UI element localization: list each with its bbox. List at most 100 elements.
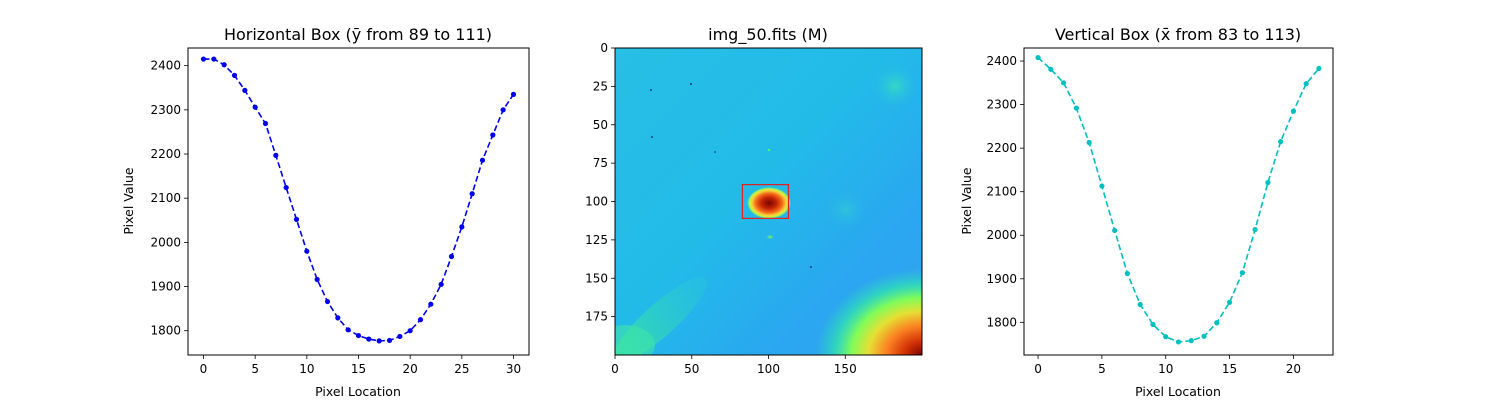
left-y-tick-label: 1900 <box>150 280 181 294</box>
left-data-point <box>500 107 506 113</box>
left-y-tick-label: 2000 <box>150 235 181 249</box>
image-title: img_50.fits (M) <box>708 25 828 45</box>
right-data-point <box>1112 227 1118 234</box>
right-data-point <box>1303 81 1309 87</box>
left-x-tick-label: 25 <box>454 362 469 376</box>
right-y-tick-label: 2400 <box>986 54 1017 68</box>
image-x-tick-label: 0 <box>611 362 619 376</box>
left-y-tick-label: 2400 <box>150 59 181 73</box>
left-data-point <box>428 301 434 307</box>
left-data-point <box>510 91 517 97</box>
image-y-tick-label: 125 <box>585 233 608 247</box>
left-data-point <box>231 72 238 78</box>
image-y-tick-label: 0 <box>600 41 608 55</box>
left-x-tick-label: 0 <box>200 362 208 376</box>
right-x-ticks: 0 5 10 15 20 <box>1034 355 1301 376</box>
left-data-point <box>459 224 465 230</box>
right-x-tick-label: 0 <box>1034 362 1042 376</box>
left-data-point <box>386 337 393 344</box>
left-plot-title: Horizontal Box (ȳ from 89 to 111) <box>224 25 492 44</box>
left-x-tick-label: 10 <box>299 362 314 376</box>
right-x-tick-label: 20 <box>1286 362 1301 376</box>
left-y-tick-label: 2300 <box>150 103 181 117</box>
right-x-tick-label: 10 <box>1158 362 1173 376</box>
image-y-tick-label: 150 <box>585 271 608 285</box>
right-data-point <box>1048 66 1054 72</box>
right-data-point <box>1214 320 1220 326</box>
right-data-point <box>1239 270 1245 276</box>
left-data-point <box>242 87 248 94</box>
right-data-point <box>1163 334 1169 340</box>
left-data-point <box>417 317 424 323</box>
right-y-tick-label: 1900 <box>986 272 1017 286</box>
left-x-tick-label: 5 <box>251 362 259 376</box>
right-data-point <box>1137 301 1143 308</box>
left-y-tick-label: 2200 <box>150 147 181 161</box>
left-y-tick-label: 1800 <box>150 324 181 338</box>
vertical-box-plot: Vertical Box (x̄ from 83 to 113) 0 5 10 15 2… <box>959 25 1334 399</box>
left-series <box>200 56 517 344</box>
left-data-point <box>407 328 413 334</box>
left-data-point <box>397 333 403 340</box>
right-y-tick-label: 2100 <box>986 185 1017 199</box>
right-data-point <box>1124 270 1131 277</box>
right-data-point <box>1175 339 1182 345</box>
right-data-point <box>1226 299 1233 305</box>
image-x-ticks: 0 50 100 150 <box>611 355 857 376</box>
right-data-point <box>1073 105 1079 111</box>
right-data-point <box>1265 179 1271 186</box>
left-y-tick-label: 2100 <box>150 191 181 205</box>
left-data-point <box>324 298 331 305</box>
left-y-axis-label: Pixel Value <box>121 167 136 235</box>
left-x-ticks: 0 5 10 15 20 25 30 <box>200 355 521 376</box>
right-y-tick-label: 1800 <box>986 315 1017 329</box>
left-data-point <box>438 281 444 287</box>
right-series <box>1035 54 1322 345</box>
image-x-tick-label: 150 <box>834 362 857 376</box>
image-heatmap <box>615 48 922 355</box>
right-x-axis-label: Pixel Location <box>1135 384 1221 399</box>
right-x-tick-label: 15 <box>1222 362 1237 376</box>
left-data-point <box>252 104 258 110</box>
left-data-point <box>335 315 341 321</box>
left-data-point <box>366 336 372 342</box>
right-y-axis-label: Pixel Value <box>959 167 974 235</box>
right-data-point <box>1252 226 1258 233</box>
left-x-tick-label: 15 <box>351 362 366 376</box>
image-x-tick-label: 50 <box>684 362 699 376</box>
left-data-point <box>304 248 310 254</box>
left-plot-frame <box>187 47 530 356</box>
left-data-point <box>221 62 227 68</box>
right-y-tick-label: 2000 <box>986 228 1017 242</box>
left-data-point <box>314 276 320 283</box>
roi-box <box>741 184 790 219</box>
left-data-point <box>345 327 351 333</box>
left-data-point <box>211 56 217 62</box>
left-data-point <box>273 152 279 158</box>
left-data-point <box>355 332 362 339</box>
right-y-tick-label: 2300 <box>986 98 1017 112</box>
image-y-tick-label: 175 <box>585 310 608 324</box>
left-data-point <box>469 191 475 197</box>
right-data-point <box>1188 338 1194 344</box>
image-y-tick-label: 25 <box>593 79 608 93</box>
image-panel: img_50.fits (M) 0 50 100 150 0 25 50 75 100 125 1… <box>585 25 923 376</box>
right-plot-title: Vertical Box (x̄ from 83 to 113) <box>1055 25 1301 44</box>
right-data-point <box>1035 54 1041 61</box>
left-data-point <box>376 338 382 344</box>
image-y-ticks: 0 25 50 75 100 125 150 175 <box>585 41 615 324</box>
left-data-point <box>490 132 496 138</box>
left-data-point <box>293 216 300 222</box>
right-data-point <box>1086 139 1092 146</box>
right-data-point <box>1278 139 1284 145</box>
left-y-ticks: 1800 1900 2000 2100 2200 2300 2400 <box>150 59 188 338</box>
right-x-tick-label: 5 <box>1098 362 1106 376</box>
left-series-line <box>203 58 515 342</box>
right-data-point <box>1150 321 1156 328</box>
left-x-tick-label: 20 <box>403 362 418 376</box>
right-data-point <box>1316 65 1322 72</box>
image-y-tick-label: 75 <box>593 156 608 170</box>
right-data-point <box>1201 333 1207 339</box>
right-y-ticks: 1800 1900 2000 2100 2200 2300 2400 <box>986 54 1024 329</box>
